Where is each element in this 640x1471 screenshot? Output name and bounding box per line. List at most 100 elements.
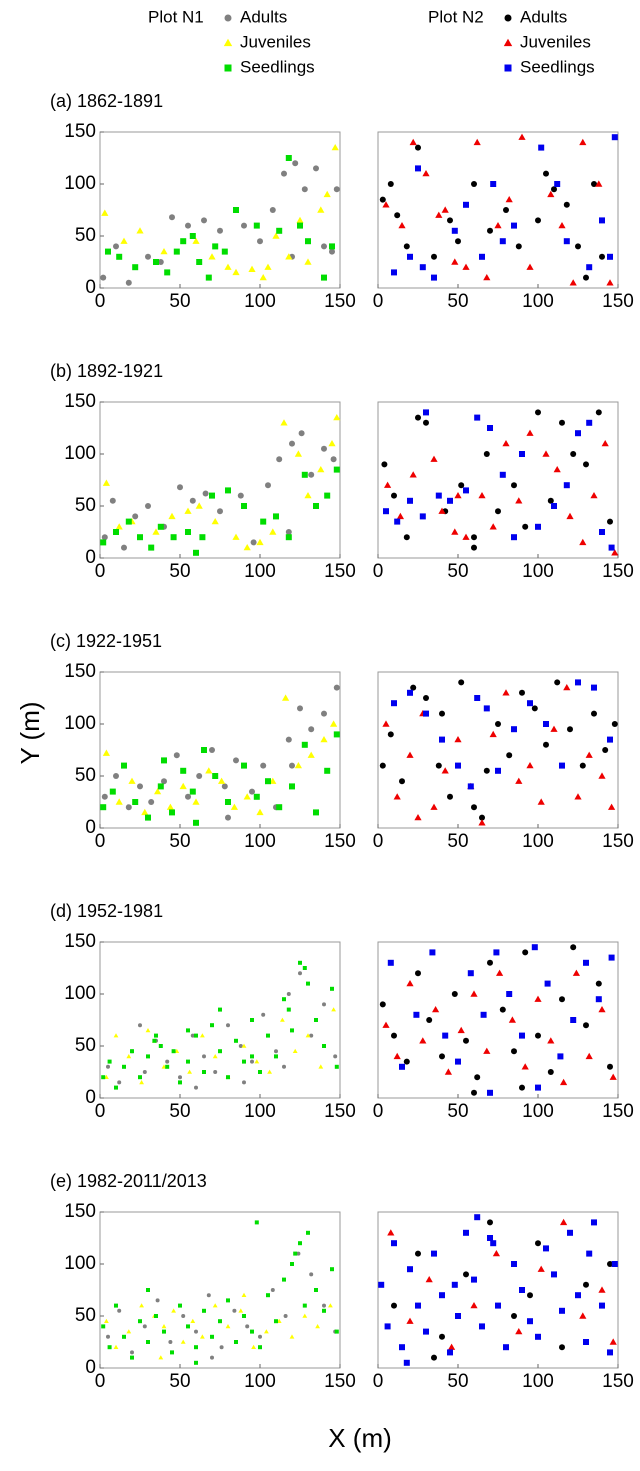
- x-tick-label: 100: [244, 1101, 276, 1122]
- point: [458, 679, 465, 686]
- point: [487, 425, 493, 431]
- point: [551, 1271, 557, 1278]
- point: [559, 419, 565, 426]
- point: [218, 1049, 222, 1054]
- point: [570, 1017, 577, 1023]
- point: [298, 971, 302, 976]
- point: [409, 138, 417, 146]
- point: [145, 503, 151, 509]
- point: [406, 980, 414, 987]
- point: [423, 419, 429, 426]
- point: [384, 481, 392, 488]
- point: [396, 512, 404, 520]
- point: [322, 1303, 326, 1308]
- point: [470, 990, 478, 997]
- point: [575, 430, 581, 437]
- point: [474, 414, 481, 421]
- point: [259, 274, 267, 281]
- point: [575, 1292, 581, 1299]
- point: [308, 726, 315, 733]
- point: [609, 1073, 617, 1080]
- point: [289, 440, 295, 447]
- point: [493, 949, 500, 956]
- y-tick-label: 100: [64, 443, 96, 464]
- point: [502, 689, 510, 696]
- x-tick-label: 50: [447, 561, 468, 582]
- point: [121, 544, 127, 551]
- point: [114, 1303, 118, 1308]
- point: [487, 1089, 493, 1096]
- point: [101, 1075, 106, 1080]
- point: [410, 684, 417, 691]
- point: [107, 1059, 112, 1064]
- y-tick-label: 0: [85, 547, 96, 568]
- point: [292, 1048, 298, 1053]
- point: [585, 1052, 593, 1060]
- point: [218, 777, 226, 784]
- legend-title: Plot N1: [148, 7, 204, 26]
- y-tick-label: 100: [64, 713, 96, 734]
- point: [109, 497, 116, 504]
- x-tick-label: 100: [522, 291, 554, 312]
- point: [189, 788, 196, 795]
- point: [499, 471, 506, 478]
- point: [100, 539, 107, 546]
- point: [598, 1286, 606, 1293]
- point: [553, 466, 561, 473]
- point: [208, 253, 216, 260]
- point: [586, 1250, 593, 1257]
- point: [611, 549, 619, 556]
- x-tick-label: 0: [373, 1101, 384, 1122]
- point: [157, 523, 164, 530]
- point: [575, 679, 581, 686]
- point: [419, 1037, 427, 1044]
- point: [225, 799, 231, 805]
- point: [125, 518, 132, 525]
- plot-frame: [377, 1211, 619, 1369]
- point: [572, 969, 580, 976]
- point: [457, 1026, 465, 1034]
- point: [519, 1084, 525, 1091]
- point: [483, 767, 490, 774]
- point: [282, 1064, 286, 1069]
- point: [515, 1328, 523, 1335]
- point: [302, 1303, 307, 1308]
- point: [511, 534, 517, 541]
- point: [276, 804, 283, 811]
- point: [234, 1340, 238, 1344]
- point: [382, 720, 390, 727]
- point: [451, 991, 458, 997]
- point: [511, 482, 517, 489]
- legend-marker: [504, 64, 512, 72]
- point: [225, 1324, 231, 1329]
- point: [186, 1324, 190, 1329]
- point: [192, 237, 200, 244]
- point: [542, 450, 550, 457]
- point: [506, 991, 513, 997]
- point: [258, 1345, 262, 1350]
- point: [126, 1054, 132, 1059]
- y-tick-label: 0: [85, 817, 96, 838]
- point: [162, 1329, 166, 1334]
- point: [145, 253, 151, 260]
- x-tick-label: 150: [602, 561, 634, 582]
- point: [467, 783, 474, 790]
- point: [391, 269, 397, 276]
- point: [171, 1049, 176, 1054]
- point: [487, 959, 493, 966]
- point: [559, 762, 565, 769]
- point: [499, 238, 506, 245]
- point: [148, 544, 155, 551]
- point: [212, 1303, 218, 1308]
- point: [607, 253, 613, 260]
- legend-label: Seedlings: [240, 57, 315, 76]
- point: [579, 138, 587, 146]
- point: [130, 1350, 134, 1355]
- point: [543, 741, 549, 748]
- legend-label: Adults: [240, 7, 287, 26]
- point: [483, 274, 491, 281]
- point: [218, 1007, 222, 1012]
- point: [125, 279, 132, 286]
- panel-title: (e) 1982-2011/2013: [50, 1171, 207, 1191]
- plot-frame: [99, 941, 341, 1099]
